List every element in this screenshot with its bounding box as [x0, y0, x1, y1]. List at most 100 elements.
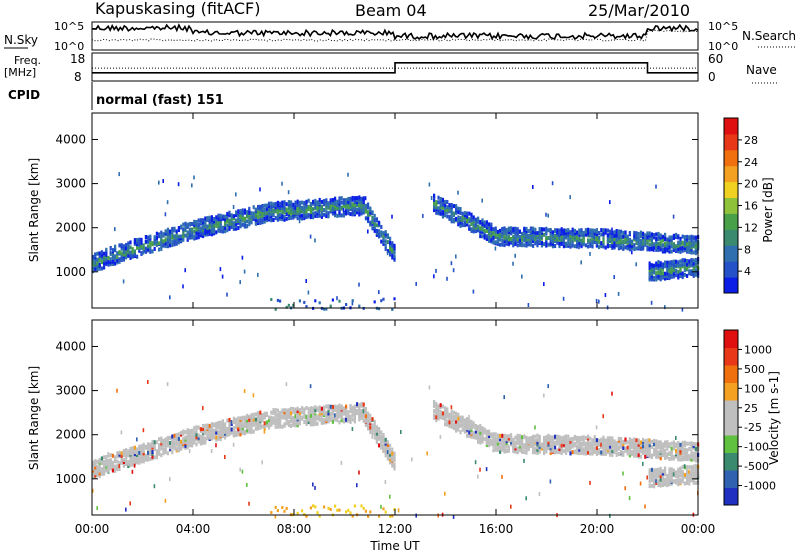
- range-cell: [657, 471, 659, 476]
- range-cell: [371, 220, 374, 225]
- range-cell: [120, 243, 123, 248]
- range-cell: [138, 245, 141, 250]
- range-cell: [105, 259, 108, 264]
- range-cell: [369, 413, 372, 418]
- range-cell: [171, 240, 174, 245]
- range-cell: [556, 441, 559, 446]
- range-cell: [448, 205, 451, 210]
- range-cell: [466, 211, 469, 216]
- range-cell: [177, 240, 180, 245]
- range-cell: [197, 224, 200, 229]
- range-cell: [265, 218, 268, 223]
- range-cell: [217, 228, 220, 233]
- range-cell: [314, 408, 317, 412]
- range-cell: [162, 448, 165, 452]
- range-cell: [639, 238, 642, 243]
- range-cell: [653, 263, 656, 268]
- range-cell: [558, 450, 561, 454]
- range-cell: [439, 197, 442, 201]
- range-cell: [694, 480, 697, 485]
- range-cell: [628, 243, 631, 248]
- range-cell: [474, 223, 477, 228]
- range-cell: [270, 214, 273, 219]
- range-cell: [633, 453, 636, 458]
- range-cell: [224, 429, 227, 434]
- range-cell: [217, 423, 220, 428]
- range-cell: [593, 435, 596, 440]
- range-cell: [617, 440, 620, 445]
- range-cell: [527, 239, 530, 244]
- range-cell: [292, 420, 295, 425]
- range-cell: [571, 243, 574, 248]
- range-cell: [287, 410, 290, 415]
- range-cell: [501, 233, 504, 238]
- range-cell: [389, 252, 392, 257]
- range-cell: [677, 260, 680, 265]
- range-cell: [428, 385, 431, 390]
- range-cell: [690, 260, 693, 265]
- range-cell: [329, 411, 332, 416]
- range-cell: [675, 479, 678, 483]
- range-cell: [298, 421, 301, 426]
- range-cell: [584, 232, 587, 237]
- range-cell: [140, 454, 143, 459]
- range-cell: [257, 204, 260, 209]
- range-cell: [602, 452, 605, 456]
- range-cell: [327, 411, 330, 416]
- range-cell: [263, 203, 266, 208]
- range-cell: [281, 200, 284, 205]
- range-cell: [384, 232, 387, 237]
- range-cell: [494, 432, 497, 437]
- range-cell: [252, 422, 255, 427]
- range-cell: [543, 438, 546, 443]
- range-cell: [518, 434, 521, 438]
- range-cell: [397, 508, 400, 513]
- range-cell: [551, 233, 554, 238]
- range-cell: [98, 251, 101, 256]
- range-cell: [114, 466, 117, 471]
- range-cell: [215, 220, 218, 225]
- range-cell: [659, 452, 662, 457]
- range-cell: [373, 218, 376, 222]
- range-cell: [692, 451, 695, 456]
- range-cell: [340, 460, 343, 465]
- range-cell: [226, 292, 228, 297]
- range-cell: [349, 403, 352, 408]
- range-cell: [488, 437, 491, 442]
- range-cell: [131, 460, 134, 465]
- range-cell: [655, 439, 658, 444]
- range-cell: [474, 429, 477, 434]
- range-cell: [305, 202, 308, 207]
- range-cell: [602, 228, 605, 233]
- range-cell: [248, 206, 251, 211]
- range-cell: [620, 449, 623, 454]
- range-cell: [193, 438, 196, 443]
- range-cell: [274, 505, 277, 509]
- range-cell: [510, 504, 512, 509]
- range-cell: [668, 263, 671, 268]
- range-cell: [384, 246, 387, 251]
- range-cell: [257, 411, 260, 416]
- range-cell: [252, 393, 255, 398]
- range-cell: [655, 468, 658, 472]
- range-cell: [655, 236, 658, 241]
- range-cell: [589, 447, 592, 452]
- range-cell: [206, 216, 209, 221]
- freq-unit-label: [MHz]: [4, 66, 36, 79]
- range-cell: [547, 228, 550, 233]
- range-cell: [666, 247, 669, 252]
- range-cell: [657, 266, 660, 271]
- range-cell: [543, 436, 546, 440]
- range-cell: [133, 450, 136, 455]
- range-cell: [452, 217, 455, 222]
- range-cell: [94, 262, 97, 267]
- range-cell: [694, 272, 697, 277]
- range-cell: [549, 231, 552, 236]
- range-cell: [666, 442, 669, 447]
- range-cell: [459, 423, 462, 428]
- range-cell: [615, 440, 618, 445]
- range-cell: [644, 236, 647, 241]
- range-cell: [386, 240, 389, 245]
- range-cell: [595, 442, 598, 447]
